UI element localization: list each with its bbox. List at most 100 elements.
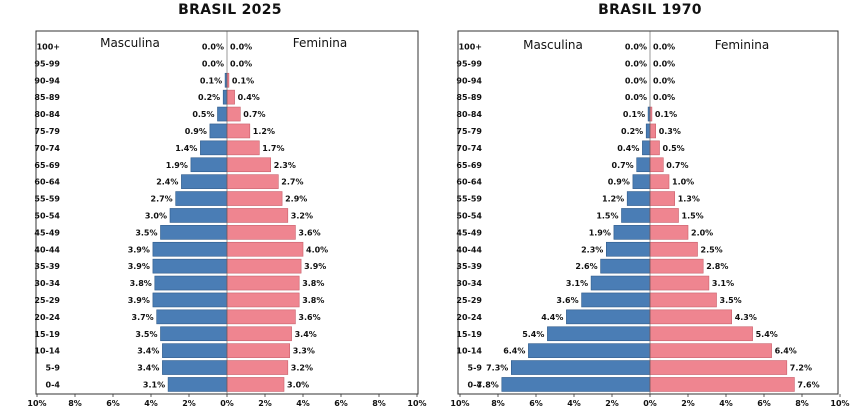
bar-masculina	[154, 275, 228, 291]
bar-feminina	[649, 123, 656, 139]
age-group-label: 90-94	[456, 76, 482, 85]
age-group-label: 100+	[37, 42, 60, 51]
age-group-label: 35-39	[456, 262, 482, 271]
data-label-feminina: 3.8%	[302, 296, 324, 305]
chart-title-1970: BRASIL 1970	[598, 2, 702, 18]
data-label-feminina: 1.0%	[672, 178, 694, 187]
x-tick-label: 8%	[372, 399, 386, 408]
bar-masculina	[621, 208, 651, 223]
data-label-feminina: 1.3%	[678, 195, 700, 204]
bar-masculina	[160, 326, 228, 342]
bar-feminina	[226, 241, 304, 257]
bar-feminina	[226, 225, 296, 240]
age-group-label: 60-64	[456, 178, 482, 187]
data-label-masculina: 3.7%	[132, 313, 154, 322]
bar-feminina	[649, 157, 664, 173]
bar-feminina	[649, 258, 704, 274]
data-label-feminina: 3.9%	[304, 262, 326, 271]
data-label-feminina: 3.4%	[295, 330, 317, 339]
age-group-label: 65-69	[34, 161, 60, 170]
age-group-label: 25-29	[34, 296, 60, 305]
x-tick-label: 10%	[27, 399, 46, 408]
data-label-masculina: 0.4%	[617, 144, 639, 153]
bar-feminina	[649, 377, 795, 392]
data-label-feminina: 3.5%	[720, 296, 742, 305]
x-tick-label: 2%	[258, 399, 272, 408]
data-label-masculina: 7.8%	[477, 380, 499, 389]
age-group-label: 100+	[459, 42, 482, 51]
x-tick-label: 8%	[491, 399, 505, 408]
data-label-feminina: 1.7%	[262, 144, 284, 153]
x-tick-label: 10%	[407, 399, 426, 408]
data-label-feminina: 0.0%	[230, 59, 252, 68]
age-group-label: 75-79	[34, 127, 60, 136]
data-label-masculina: 1.5%	[596, 211, 618, 220]
bar-masculina	[600, 258, 651, 274]
bar-masculina	[590, 275, 651, 291]
x-tick-label: 10%	[830, 399, 849, 408]
age-group-label: 15-19	[456, 330, 482, 339]
data-label-masculina: 0.9%	[185, 127, 207, 136]
age-group-label: 20-24	[34, 313, 60, 322]
bar-feminina	[649, 140, 660, 156]
age-group-label: 0-4	[46, 380, 61, 389]
bar-feminina	[226, 309, 296, 325]
data-label-feminina: 2.5%	[701, 245, 723, 254]
age-group-label: 10-14	[34, 347, 60, 356]
data-label-feminina: 7.6%	[797, 380, 819, 389]
bar-masculina	[200, 140, 228, 156]
data-label-feminina: 0.0%	[230, 42, 252, 51]
data-label-feminina: 5.4%	[756, 330, 778, 339]
bar-feminina	[649, 225, 689, 240]
age-group-label: 25-29	[456, 296, 482, 305]
bar-feminina	[649, 309, 732, 325]
data-label-masculina: 0.0%	[625, 76, 647, 85]
data-label-feminina: 4.3%	[735, 313, 757, 322]
age-group-label: 35-39	[34, 262, 60, 271]
data-label-feminina: 0.0%	[653, 42, 675, 51]
data-label-masculina: 1.9%	[166, 161, 188, 170]
pyramid-chart-2025: Masculina Feminina 100+ 0.0% 0.0% 95-99 0.0% 0.…	[27, 30, 427, 408]
bar-masculina	[167, 377, 228, 392]
data-label-masculina: 0.5%	[192, 110, 214, 119]
bar-masculina	[547, 326, 651, 342]
bar-masculina	[190, 157, 228, 173]
data-label-feminina: 3.2%	[291, 211, 313, 220]
bar-feminina	[226, 258, 302, 274]
bar-masculina	[581, 292, 651, 308]
data-label-masculina: 3.1%	[143, 380, 165, 389]
legend-label-feminina: Feminina	[715, 38, 770, 52]
data-label-feminina: 0.0%	[653, 76, 675, 85]
legend-label-masculina: Masculina	[100, 36, 160, 50]
data-label-feminina: 3.3%	[293, 347, 315, 356]
data-label-masculina: 0.7%	[612, 161, 634, 170]
data-label-feminina: 0.1%	[232, 76, 254, 85]
bar-feminina	[649, 208, 679, 223]
data-label-masculina: 0.1%	[200, 76, 222, 85]
chart-title-2025: BRASIL 2025	[178, 2, 282, 18]
age-group-label: 70-74	[456, 144, 482, 153]
data-label-masculina: 3.9%	[128, 262, 150, 271]
data-label-masculina: 0.1%	[623, 110, 645, 119]
data-label-feminina: 0.3%	[659, 127, 681, 136]
age-group-label: 45-49	[456, 228, 482, 237]
data-label-feminina: 2.0%	[691, 228, 713, 237]
age-group-label: 80-84	[456, 110, 482, 119]
bar-masculina	[528, 343, 651, 358]
age-group-label: 80-84	[34, 110, 60, 119]
bar-masculina	[510, 360, 651, 375]
age-group-label: 65-69	[456, 161, 482, 170]
x-tick-label: 4%	[567, 399, 581, 408]
age-group-label: 95-99	[34, 59, 60, 68]
data-label-masculina: 2.6%	[575, 262, 597, 271]
data-label-feminina: 2.8%	[706, 262, 728, 271]
bar-feminina	[649, 326, 753, 342]
data-label-masculina: 0.0%	[625, 93, 647, 102]
age-group-label: 40-44	[34, 245, 60, 254]
bar-masculina	[645, 123, 651, 139]
data-label-feminina: 0.7%	[666, 161, 688, 170]
data-label-masculina: 0.2%	[621, 127, 643, 136]
bar-masculina	[152, 292, 228, 308]
bar-masculina	[605, 241, 651, 257]
